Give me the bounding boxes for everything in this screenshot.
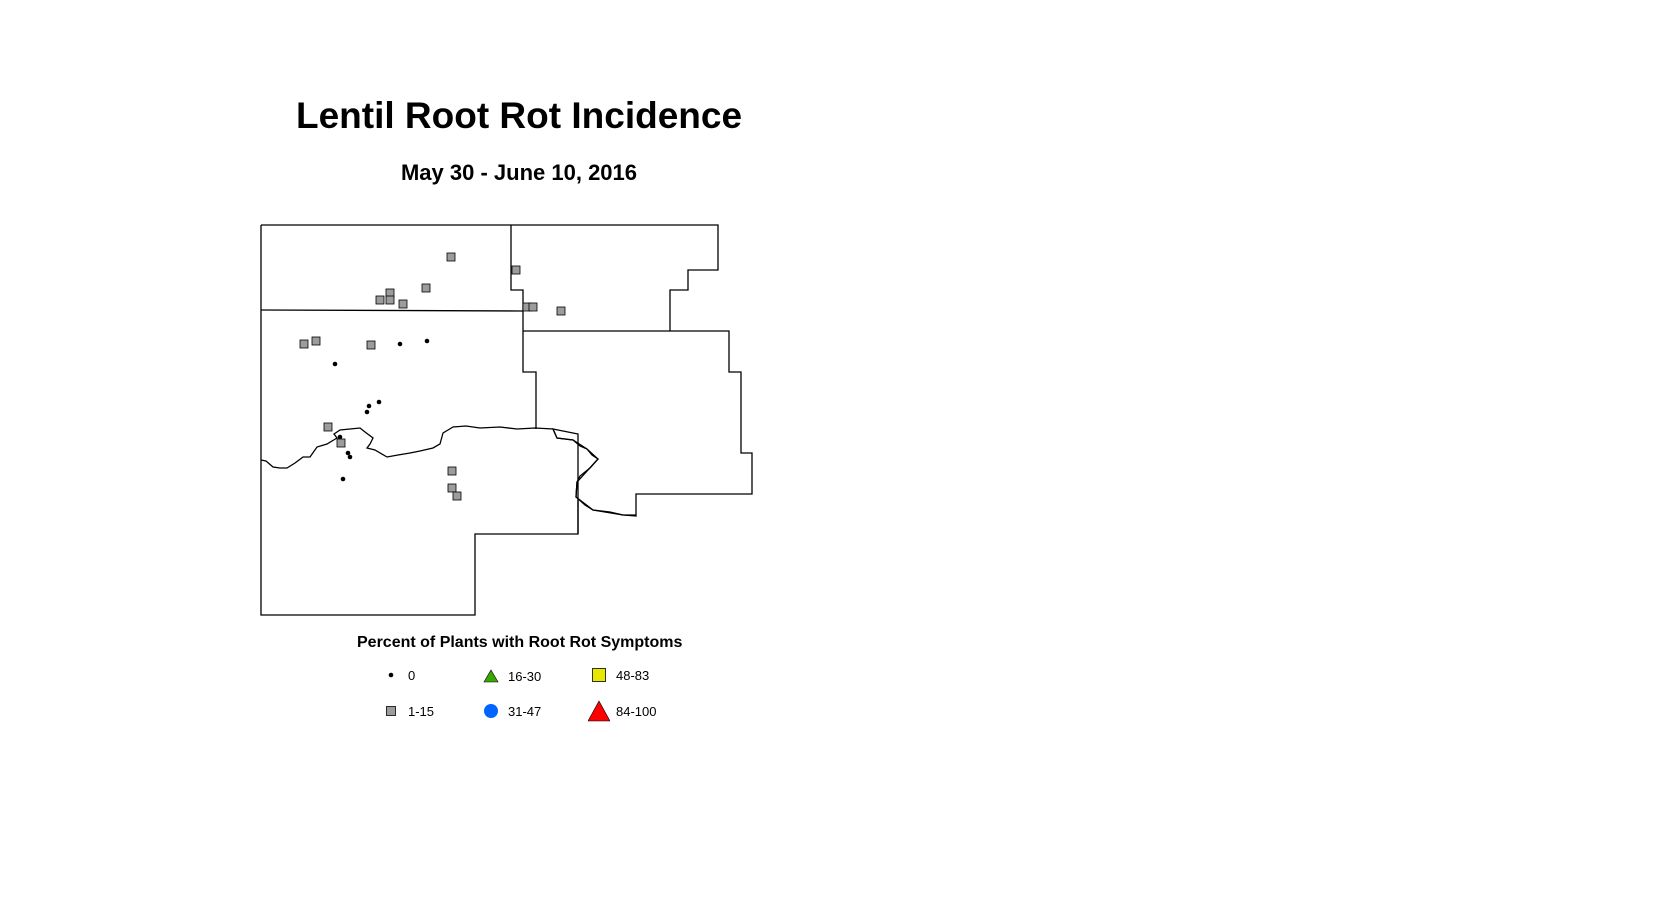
legend-item-16-30: 16-30 xyxy=(480,665,541,687)
sample-site-1-15 xyxy=(336,438,346,448)
square-icon xyxy=(386,706,396,716)
sample-site-1-15 xyxy=(311,336,321,346)
legend-label: 1-15 xyxy=(408,703,435,719)
sample-site-1-15 xyxy=(447,483,457,493)
legend-item-48-83: 48-83 xyxy=(588,664,649,686)
legend-label: 31-47 xyxy=(508,703,542,719)
sample-site-1-15 xyxy=(447,466,457,476)
legend-label: 84-100 xyxy=(616,703,657,719)
sample-markers xyxy=(299,252,566,501)
county-boundary xyxy=(510,225,537,429)
sample-site-0 xyxy=(424,338,430,344)
sample-site-1-15 xyxy=(528,302,538,312)
legend-item-84-100: 84-100 xyxy=(588,700,656,722)
sample-site-0 xyxy=(337,434,343,440)
sample-site-1-15 xyxy=(446,252,456,262)
sample-site-0 xyxy=(347,454,353,460)
sample-site-0 xyxy=(332,361,338,367)
sample-site-1-15 xyxy=(452,491,462,501)
triangle-icon xyxy=(588,700,610,722)
sample-site-0 xyxy=(366,403,372,409)
legend-label: 48-83 xyxy=(616,667,650,683)
region-outline xyxy=(260,224,753,616)
sample-site-0 xyxy=(397,341,403,347)
river xyxy=(260,425,636,516)
legend-item-31-47: 31-47 xyxy=(480,700,541,722)
sample-site-1-15 xyxy=(323,422,333,432)
legend-label: 16-30 xyxy=(508,668,542,684)
legend-title: Percent of Plants with Root Rot Symptoms xyxy=(357,634,683,651)
sample-site-1-15 xyxy=(299,339,309,349)
sample-site-1-15 xyxy=(398,299,408,309)
square-icon xyxy=(592,668,606,682)
sample-site-0 xyxy=(345,450,351,456)
legend-label: 0 xyxy=(408,667,416,683)
sample-site-1-15 xyxy=(366,340,376,350)
map-title: Lentil Root Rot Incidence xyxy=(295,95,743,136)
map-subtitle: May 30 - June 10, 2016 xyxy=(400,160,638,185)
county-boundary xyxy=(260,309,524,312)
sample-site-1-15 xyxy=(375,295,385,305)
small-dot-icon xyxy=(388,672,394,678)
sample-site-0 xyxy=(364,409,370,415)
sample-site-1-15 xyxy=(556,306,566,316)
sample-site-1-15 xyxy=(511,265,521,275)
sample-site-1-15 xyxy=(385,295,395,305)
sample-site-0 xyxy=(340,476,346,482)
legend-item-1-15: 1-15 xyxy=(380,700,434,722)
triangle-icon xyxy=(483,669,499,683)
circle-icon xyxy=(484,704,498,718)
sample-site-1-15 xyxy=(421,283,431,293)
legend-item-0: 0 xyxy=(380,664,415,686)
sample-site-0 xyxy=(376,399,382,405)
